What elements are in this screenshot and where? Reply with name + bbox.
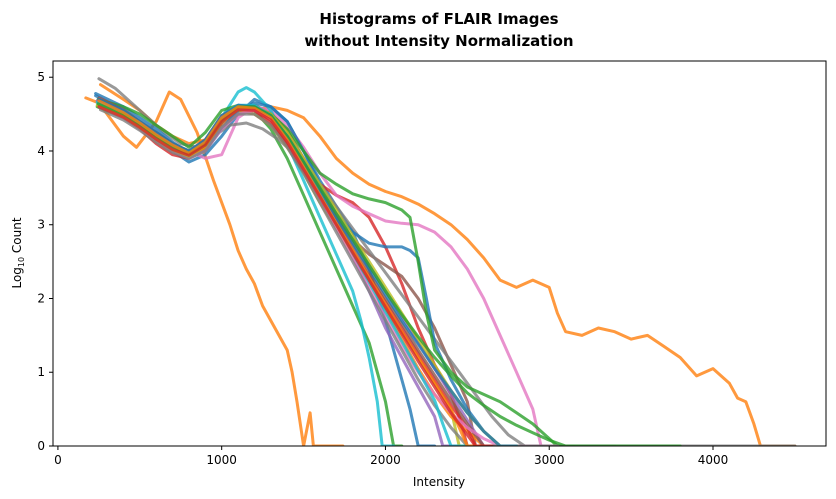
y-axis-label-subscript: 10 [17, 257, 26, 267]
x-tick-label: 0 [54, 453, 62, 467]
y-tick-label: 3 [37, 218, 45, 232]
x-tick-label: 3000 [534, 453, 565, 467]
plot-frame [52, 60, 827, 447]
y-tick-label: 2 [37, 291, 45, 305]
series-line-14 [96, 97, 576, 446]
series-line-21 [95, 100, 469, 446]
x-axis-label: Intensity [413, 475, 465, 489]
y-axis-label-main: Log [10, 267, 24, 288]
series-line-25 [97, 105, 494, 446]
y-tick-label: 1 [37, 365, 45, 379]
y-tick-label: 4 [37, 144, 45, 158]
x-tick-label: 2000 [370, 453, 401, 467]
chart-title-line-2: without Intensity Normalization [304, 32, 573, 50]
series-layer [84, 77, 797, 446]
x-tick-label: 4000 [698, 453, 729, 467]
x-axis: 0 1000 2000 3000 4000 [54, 446, 728, 467]
series-line-19 [99, 108, 797, 446]
y-tick-label: 0 [37, 439, 45, 453]
y-axis: 0 1 2 3 4 5 [37, 70, 53, 453]
x-tick-label: 1000 [206, 453, 237, 467]
chart-title-line-1: Histograms of FLAIR Images [319, 10, 558, 28]
y-axis-label-tail: Count [10, 217, 24, 257]
y-tick-label: 5 [37, 70, 45, 84]
y-axis-label: Log10 Count [10, 217, 26, 288]
